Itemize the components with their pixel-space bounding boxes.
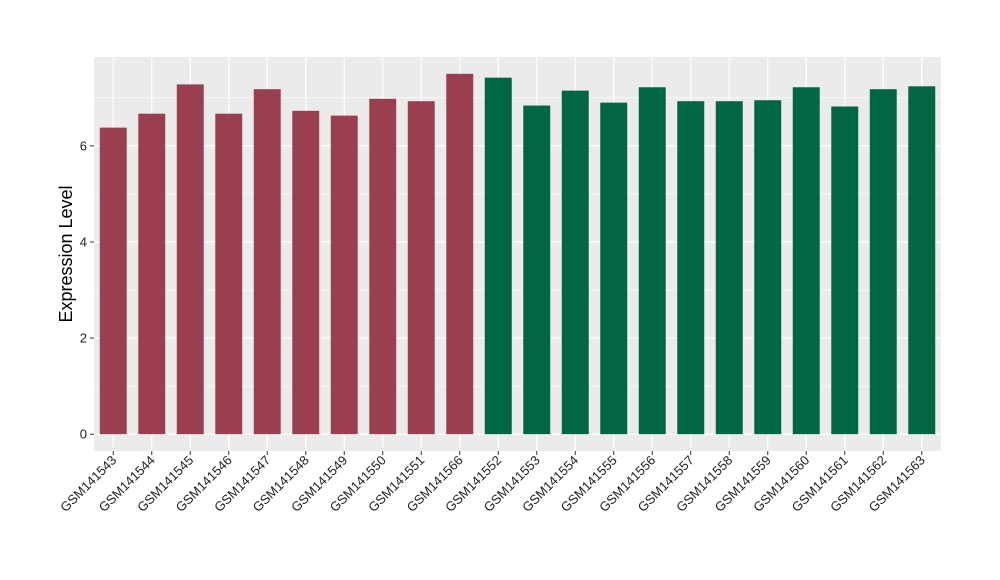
bar-GSM141566 bbox=[446, 73, 474, 435]
bar-GSM141555 bbox=[600, 102, 628, 435]
bar-GSM141563 bbox=[908, 86, 936, 435]
bar-GSM141557 bbox=[677, 101, 705, 435]
x-axis: GSM141543GSM141544GSM141545GSM141546GSM1… bbox=[57, 451, 928, 515]
bar-GSM141544 bbox=[138, 113, 166, 435]
y-tick-label: 0 bbox=[80, 427, 87, 442]
bars bbox=[99, 73, 936, 435]
bar-GSM141545 bbox=[176, 84, 204, 435]
bar-GSM141546 bbox=[215, 113, 243, 435]
bar-GSM141556 bbox=[638, 87, 666, 435]
bar-GSM141548 bbox=[292, 110, 320, 435]
y-axis-title: Expression Level bbox=[56, 185, 76, 322]
bar-GSM141561 bbox=[831, 106, 859, 435]
bar-GSM141549 bbox=[330, 115, 358, 435]
bar-GSM141560 bbox=[792, 87, 820, 435]
y-tick-label: 4 bbox=[80, 234, 87, 249]
bar-GSM141547 bbox=[253, 89, 281, 435]
bar-GSM141550 bbox=[369, 98, 397, 435]
y-tick-label: 2 bbox=[80, 331, 87, 346]
bar-GSM141558 bbox=[715, 101, 743, 435]
y-tick-label: 6 bbox=[80, 138, 87, 153]
bar-GSM141554 bbox=[561, 90, 589, 435]
bar-GSM141562 bbox=[869, 89, 897, 435]
bar-GSM141551 bbox=[407, 101, 435, 435]
bar-GSM141559 bbox=[754, 100, 782, 435]
bar-GSM141543 bbox=[99, 127, 127, 435]
y-axis: 0 2 4 6 bbox=[80, 138, 94, 442]
bar-GSM141552 bbox=[484, 77, 512, 435]
bar-GSM141553 bbox=[523, 105, 551, 435]
